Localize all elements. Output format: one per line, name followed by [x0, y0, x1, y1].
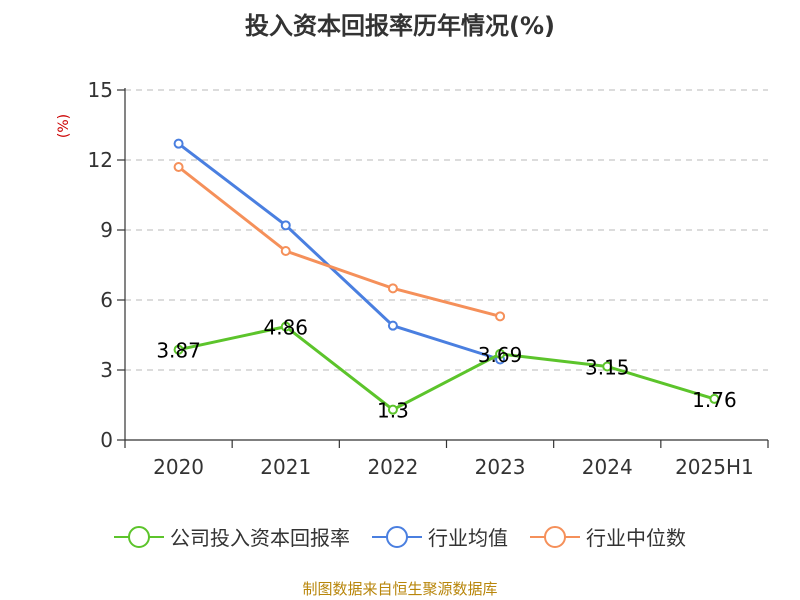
y-tick-label-15: 15 — [88, 78, 113, 102]
series-2-point-2 — [387, 283, 398, 294]
data-label-0: 3.87 — [156, 339, 201, 363]
x-tick-label-2021: 2021 — [260, 455, 311, 479]
series-0-point-4 — [602, 361, 613, 372]
data-label-2: 1.3 — [377, 399, 409, 423]
legend-label-industry-median: 行业中位数 — [586, 526, 686, 550]
series-1-point-0 — [173, 138, 184, 149]
y-tick-label-3: 3 — [100, 358, 113, 382]
series-0-point-5 — [709, 393, 720, 404]
x-tick-label-2023: 2023 — [475, 455, 526, 479]
series-0-point-1 — [280, 321, 291, 332]
source-note: 制图数据来自恒生聚源数据库 — [302, 580, 498, 598]
x-tick-label-2024: 2024 — [582, 455, 633, 479]
series-2-point-3 — [495, 311, 506, 322]
legend-swatch-industry-mean — [372, 525, 422, 548]
series-line-2 — [177, 165, 501, 318]
y-tick-label-9: 9 — [100, 218, 113, 242]
data-label-3: 3.69 — [478, 343, 523, 367]
label-layer: 3.87 4.86 1.3 3.69 3.15 1.76 — [156, 316, 736, 423]
legend-label-company: 公司投入资本回报率 — [170, 526, 350, 550]
legend-item-industry-mean[interactable]: 行业均值 — [372, 522, 508, 551]
axis-layer: 0 3 6 9 12 15 2020 2021 2022 2023 2024 2025H1 — [88, 78, 769, 479]
legend-label-industry-mean: 行业均值 — [428, 526, 508, 550]
series-1-point-2 — [387, 320, 398, 331]
legend-item-industry-median[interactable]: 行业中位数 — [530, 522, 686, 551]
legend-item-company[interactable]: 公司投入资本回报率 — [114, 522, 350, 551]
series-layer — [173, 138, 720, 415]
x-tick-label-2022: 2022 — [367, 455, 418, 479]
series-2-point-1 — [280, 246, 291, 256]
grid-layer — [125, 89, 768, 371]
x-tick-label-2020: 2020 — [153, 455, 204, 479]
legend: 公司投入资本回报率 行业均值 行业中位数 — [0, 522, 800, 551]
series-0-point-0 — [173, 344, 184, 355]
data-label-5: 1.76 — [692, 388, 737, 412]
data-label-4: 3.15 — [585, 356, 630, 380]
x-tick-label-2025H1: 2025H1 — [675, 455, 754, 479]
series-0-point-3 — [495, 348, 506, 359]
y-tick-label-6: 6 — [100, 288, 113, 312]
series-line-1 — [177, 142, 501, 361]
legend-swatch-industry-median — [530, 525, 580, 548]
y-tick-label-0: 0 — [100, 428, 113, 452]
series-line-0 — [178, 325, 715, 412]
series-0-point-2 — [387, 404, 398, 415]
legend-swatch-company — [114, 525, 164, 548]
chart-title: 投入资本回报率历年情况(%) — [245, 12, 555, 40]
y-tick-label-12: 12 — [88, 148, 113, 172]
y-unit-label: (%) — [56, 114, 72, 138]
series-1-point-1 — [280, 220, 291, 231]
series-2-point-0 — [173, 162, 184, 172]
data-label-1: 4.86 — [263, 316, 308, 340]
